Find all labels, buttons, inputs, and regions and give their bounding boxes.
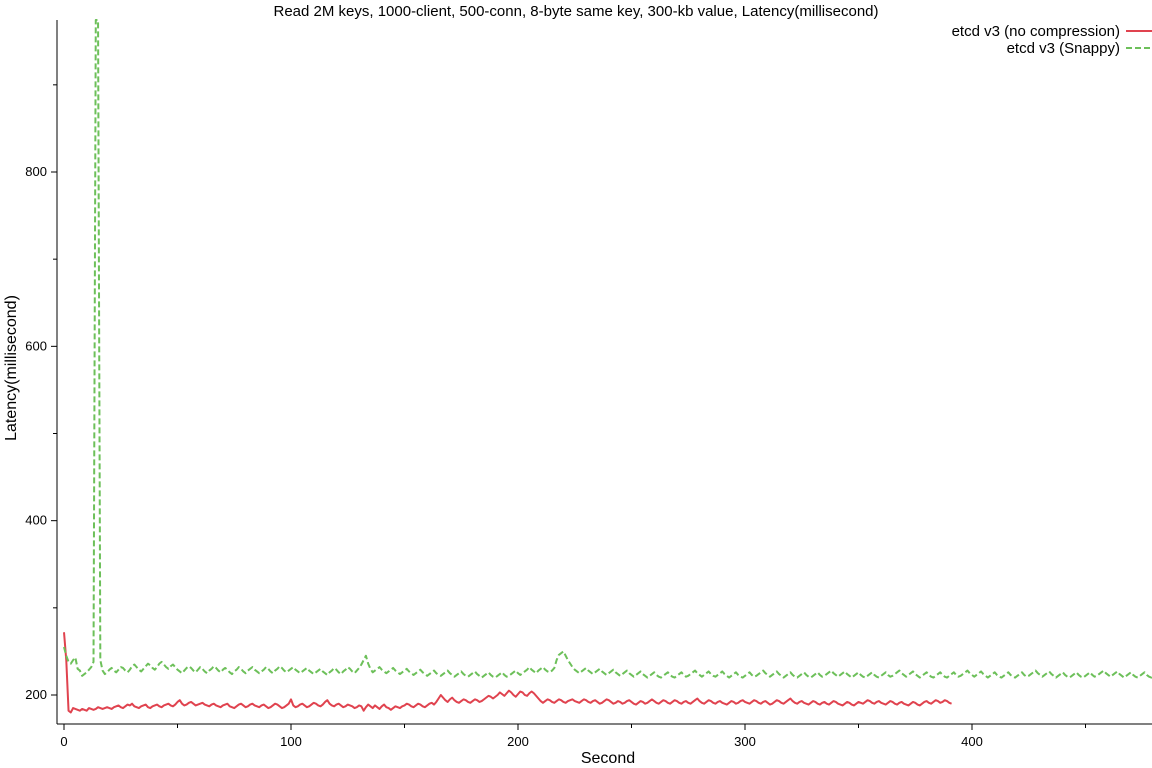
x-tick-label: 100 xyxy=(280,734,302,749)
x-tick-label: 200 xyxy=(507,734,529,749)
chart-title: Read 2M keys, 1000-client, 500-conn, 8-b… xyxy=(273,3,878,20)
axes: 200 400 600 800 0 100 200 300 400 xyxy=(25,20,1152,749)
legend-label: etcd v3 (no compression) xyxy=(952,23,1120,40)
series-line-0 xyxy=(63,632,952,714)
y-tick-label: 200 xyxy=(25,687,47,702)
plot-area xyxy=(63,19,1152,714)
x-axis-label: Second xyxy=(581,750,635,767)
x-ticks: 0 100 200 300 400 xyxy=(60,724,1086,749)
y-ticks: 200 400 600 800 xyxy=(25,84,57,702)
y-tick-label: 400 xyxy=(25,513,47,528)
y-tick-label: 800 xyxy=(25,164,47,179)
series-line-1 xyxy=(63,19,1152,679)
y-tick-label: 600 xyxy=(25,338,47,353)
y-axis-label: Latency(millisecond) xyxy=(3,295,20,441)
x-tick-label: 400 xyxy=(961,734,983,749)
x-tick-label: 300 xyxy=(734,734,756,749)
legend-label: etcd v3 (Snappy) xyxy=(1007,40,1120,57)
x-tick-label: 0 xyxy=(60,734,67,749)
legend: etcd v3 (no compression)etcd v3 (Snappy) xyxy=(952,23,1152,57)
